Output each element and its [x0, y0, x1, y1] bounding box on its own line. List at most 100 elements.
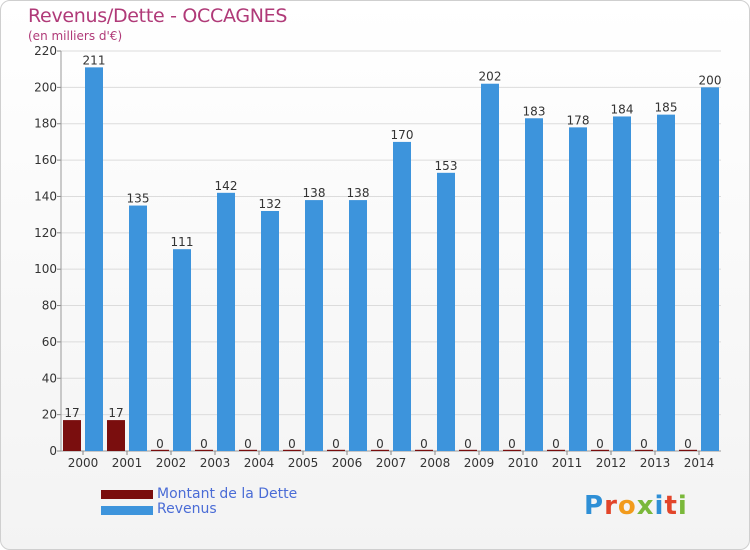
- bar-dette-label: 0: [508, 437, 516, 451]
- bar-dette: [459, 449, 477, 451]
- x-tick-label: 2010: [508, 456, 539, 470]
- x-tick-label: 2014: [684, 456, 715, 470]
- x-tick-label: 2000: [68, 456, 99, 470]
- bar-dette: [63, 420, 81, 451]
- bar-revenus-label: 178: [567, 113, 590, 127]
- y-tick-label: 100: [34, 262, 57, 276]
- bar-revenus: [305, 200, 323, 451]
- bar-revenus: [569, 127, 587, 451]
- y-tick-label: 0: [49, 444, 57, 458]
- bar-revenus: [657, 114, 675, 452]
- bar-dette-label: 0: [332, 437, 340, 451]
- x-tick-label: 2011: [552, 456, 583, 470]
- bar-dette-label: 0: [376, 437, 384, 451]
- legend-swatch-revenus: [101, 506, 153, 515]
- bar-dette-label: 0: [552, 437, 560, 451]
- bar-dette: [591, 449, 609, 451]
- bar-revenus-label: 200: [699, 73, 722, 87]
- bar-dette-label: 0: [596, 437, 604, 451]
- logo-letter: r: [604, 491, 618, 521]
- x-tick-label: 2003: [200, 456, 231, 470]
- bar-dette: [635, 449, 653, 451]
- bar-revenus: [129, 205, 147, 451]
- bar-dette: [371, 449, 389, 451]
- x-tick-label: 2004: [244, 456, 275, 470]
- bar-revenus: [525, 118, 543, 451]
- x-tick-label: 2012: [596, 456, 627, 470]
- bar-dette-label: 0: [640, 437, 648, 451]
- bar-revenus-label: 132: [259, 197, 282, 211]
- bar-revenus: [701, 87, 719, 451]
- bar-dette-label: 0: [420, 437, 428, 451]
- y-tick-label: 60: [42, 335, 57, 349]
- y-tick-label: 120: [34, 226, 57, 240]
- bar-dette: [107, 420, 125, 451]
- y-tick-label: 180: [34, 117, 57, 131]
- bar-dette-label: 17: [64, 406, 79, 420]
- bar-dette-label: 0: [244, 437, 252, 451]
- logo-letter: o: [617, 491, 637, 521]
- bar-dette: [415, 449, 433, 451]
- bar-dette: [151, 449, 169, 451]
- chart-title: Revenus/Dette - OCCAGNES: [28, 5, 288, 27]
- bar-revenus-label: 183: [523, 104, 546, 118]
- bar-revenus-label: 153: [435, 159, 458, 173]
- bar-revenus-label: 142: [215, 179, 238, 193]
- bar-revenus-label: 184: [611, 102, 634, 116]
- logo-letter: i: [654, 491, 665, 521]
- bar-revenus: [613, 116, 631, 452]
- y-tick-label: 160: [34, 153, 57, 167]
- x-tick-label: 2009: [464, 456, 495, 470]
- y-tick-label: 140: [34, 189, 57, 203]
- bar-dette-label: 0: [464, 437, 472, 451]
- bar-dette-label: 0: [288, 437, 296, 451]
- bar-dette-label: 0: [200, 437, 208, 451]
- bar-dette: [239, 449, 257, 451]
- bar-dette: [547, 449, 565, 451]
- x-tick-label: 2005: [288, 456, 319, 470]
- bar-revenus: [217, 192, 235, 451]
- logo-letter: x: [636, 491, 655, 521]
- bar-dette: [679, 449, 697, 451]
- bar-revenus-label: 211: [83, 53, 106, 67]
- bar-revenus: [481, 83, 499, 452]
- bar-revenus-label: 111: [171, 235, 194, 249]
- logo-letter: t: [664, 491, 678, 521]
- y-tick-label: 200: [34, 80, 57, 94]
- bar-revenus: [261, 211, 279, 451]
- x-tick-label: 2013: [640, 456, 671, 470]
- x-tick-label: 2002: [156, 456, 187, 470]
- bar-dette: [503, 449, 521, 451]
- logo-letter: i: [677, 491, 688, 521]
- bar-revenus-label: 138: [347, 186, 370, 200]
- y-tick-label: 220: [34, 44, 57, 58]
- x-tick-label: 2006: [332, 456, 363, 470]
- bar-dette: [195, 449, 213, 451]
- legend-label-dette: Montant de la Dette: [157, 486, 298, 502]
- bar-dette: [327, 449, 345, 451]
- legend-swatch-dette: [101, 490, 153, 499]
- bar-dette-label: 0: [156, 437, 164, 451]
- proxiti-logo: Proxiti: [584, 491, 688, 521]
- legend-label-revenus: Revenus: [157, 501, 217, 517]
- bar-revenus: [85, 67, 103, 451]
- bar-revenus-label: 135: [127, 192, 150, 206]
- chart-subtitle: (en milliers d'€): [28, 29, 123, 43]
- bar-revenus-label: 170: [391, 128, 414, 142]
- bar-dette-label: 17: [108, 406, 123, 420]
- bar-revenus: [349, 200, 367, 451]
- logo-letter: P: [584, 491, 605, 521]
- bar-dette-label: 0: [684, 437, 692, 451]
- bar-revenus: [437, 172, 455, 451]
- y-tick-label: 40: [42, 371, 57, 385]
- x-tick-label: 2001: [112, 456, 143, 470]
- y-tick-label: 20: [42, 408, 57, 422]
- bar-revenus: [393, 141, 411, 451]
- y-tick-label: 80: [42, 299, 57, 313]
- bar-revenus-label: 185: [655, 101, 678, 115]
- bar-dette: [283, 449, 301, 451]
- x-tick-label: 2007: [376, 456, 407, 470]
- bar-revenus-label: 202: [479, 70, 502, 84]
